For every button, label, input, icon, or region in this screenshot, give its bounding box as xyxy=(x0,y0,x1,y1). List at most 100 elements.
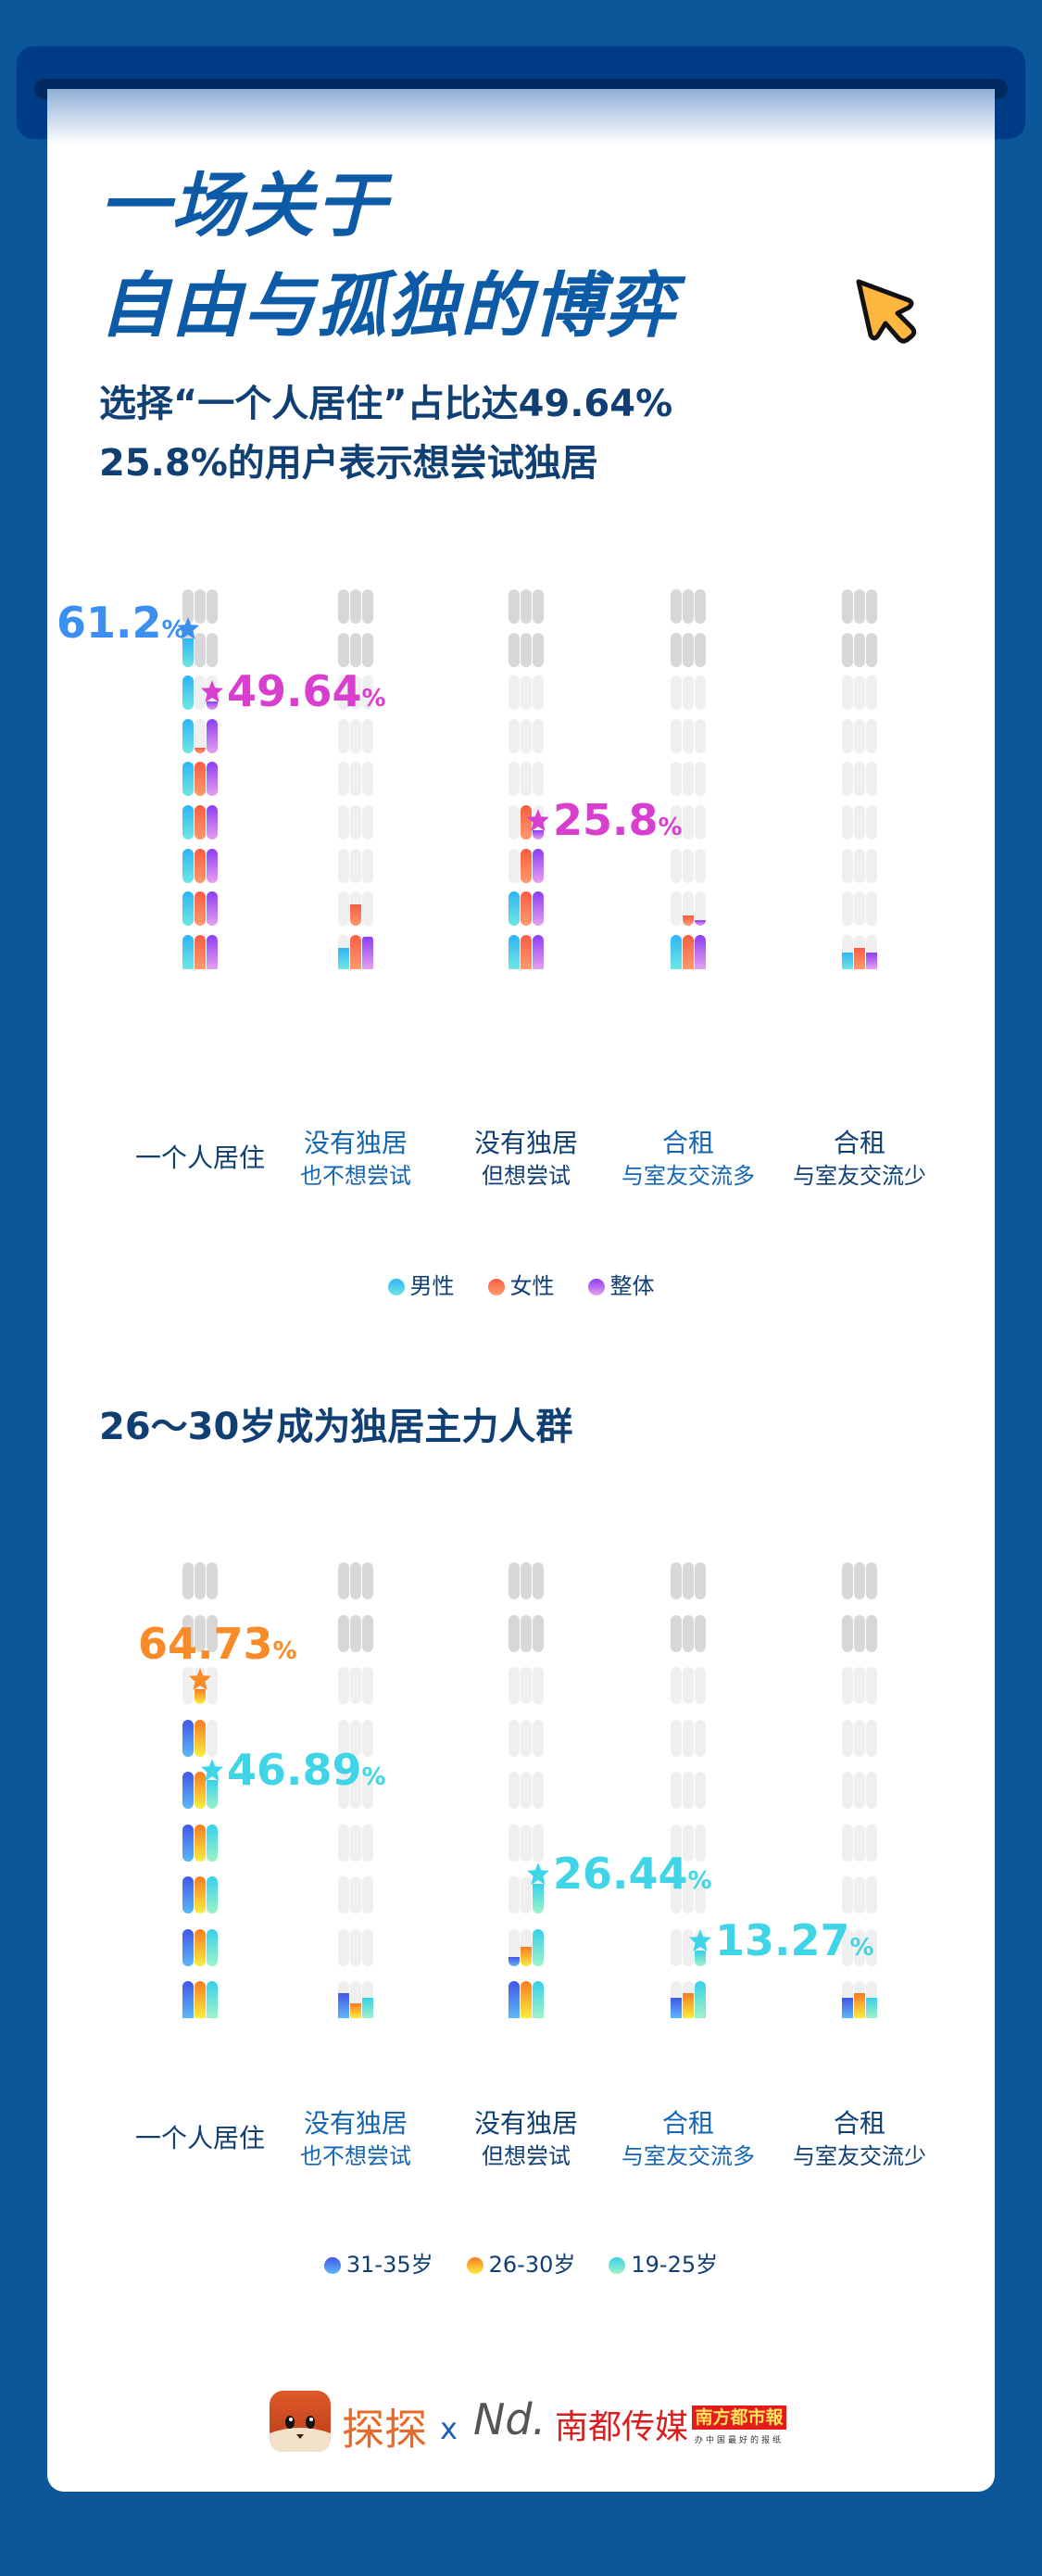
bar-segment xyxy=(695,1772,706,1809)
bar-segment xyxy=(854,762,865,797)
bar-segment xyxy=(683,1667,694,1704)
chart-column xyxy=(842,1562,877,2018)
bar-segment xyxy=(695,589,706,624)
bar-segment xyxy=(854,1876,865,1913)
bar-segment xyxy=(207,1928,218,1966)
bar-segment xyxy=(854,1667,865,1704)
bar-segment xyxy=(521,1772,532,1809)
bar-segment xyxy=(854,805,865,840)
bar-segment xyxy=(195,1719,206,1757)
legend-item: 女性 xyxy=(487,1268,555,1300)
bar-segment xyxy=(533,1562,544,1599)
bar-segment xyxy=(182,676,194,711)
bar-segment xyxy=(338,1772,349,1809)
bar-segment xyxy=(683,1614,694,1652)
bar-segment xyxy=(350,1719,361,1757)
bar-segment xyxy=(521,589,532,624)
bar-segment xyxy=(683,762,694,797)
card-shadow xyxy=(47,89,995,145)
bar-segment xyxy=(683,1824,694,1862)
category-label: 没有独居 也不想尝试 xyxy=(300,2108,411,2170)
bar-segment xyxy=(842,1981,853,2018)
bar-segment xyxy=(508,848,520,883)
bar-segment xyxy=(671,1614,682,1652)
bar-segment xyxy=(508,1562,520,1599)
chart-column xyxy=(182,589,218,969)
bar-segment xyxy=(695,1824,706,1862)
bar-segment xyxy=(695,1981,706,2018)
bar-segment xyxy=(182,1928,194,1966)
bar-segment xyxy=(362,934,373,969)
bar-segment xyxy=(338,934,349,969)
bar-segment xyxy=(350,1667,361,1704)
bar-segment xyxy=(362,589,373,624)
bar-segment xyxy=(508,632,520,667)
legend-item: 19-25岁 xyxy=(609,2246,718,2279)
bar-segment xyxy=(842,1824,853,1862)
bar-segment xyxy=(508,934,520,969)
bar-segment xyxy=(842,934,853,969)
footer-logos: 探探 x Nd. 南都传媒 南方都市報 办中国最好的报纸 xyxy=(47,2385,995,2459)
bar-segment xyxy=(671,1824,682,1862)
bar-segment xyxy=(854,891,865,927)
bar-segment xyxy=(671,1772,682,1809)
bar-segment xyxy=(866,805,877,840)
bar-segment xyxy=(350,1614,361,1652)
bar-segment xyxy=(533,762,544,797)
legend-item: 31-35岁 xyxy=(323,2246,433,2279)
bar-segment xyxy=(338,1562,349,1599)
bar-segment xyxy=(338,1667,349,1704)
bar-segment xyxy=(866,1667,877,1704)
bar-segment xyxy=(866,718,877,753)
value-annotation: 64.73% xyxy=(138,1618,297,1669)
bar-segment xyxy=(683,805,694,840)
bar-segment xyxy=(182,1719,194,1757)
star-marker-icon xyxy=(527,1863,549,1885)
star-marker-icon xyxy=(201,1758,223,1781)
bar-segment xyxy=(195,589,206,624)
bar-segment xyxy=(207,805,218,840)
legend-item: 整体 xyxy=(587,1268,655,1300)
bar-segment xyxy=(671,1928,682,1966)
bar-segment xyxy=(350,676,361,711)
bar-segment xyxy=(671,848,682,883)
bar-segment xyxy=(362,1824,373,1862)
bar-segment xyxy=(671,1876,682,1913)
bar-segment xyxy=(842,676,853,711)
bar-segment xyxy=(362,1981,373,2018)
bar-segment xyxy=(362,1876,373,1913)
bar-segment xyxy=(842,718,853,753)
bar-segment xyxy=(338,1928,349,1966)
star-marker-icon xyxy=(689,1929,711,1952)
bar-segment xyxy=(362,891,373,927)
star-marker-icon xyxy=(189,1668,211,1690)
bar-segment xyxy=(207,718,218,753)
bar-segment xyxy=(854,1562,865,1599)
bar-segment xyxy=(521,934,532,969)
bar-segment xyxy=(207,934,218,969)
bar-segment xyxy=(338,891,349,927)
bar-segment xyxy=(350,762,361,797)
bar-segment xyxy=(195,676,206,711)
bar-segment xyxy=(338,848,349,883)
nd-logo-mark: Nd. xyxy=(473,2394,546,2444)
bar-segment xyxy=(842,1876,853,1913)
bar-segment xyxy=(695,718,706,753)
bar-segment xyxy=(182,1772,194,1809)
bar-segment xyxy=(866,1772,877,1809)
bar-segment xyxy=(508,1928,520,1966)
bar-segment xyxy=(182,1876,194,1913)
bar-segment xyxy=(521,848,532,883)
bar-segment xyxy=(362,805,373,840)
bar-segment xyxy=(350,1981,361,2018)
bar-segment xyxy=(182,891,194,927)
bar-segment xyxy=(842,1719,853,1757)
gender-bar-chart: 61.2% 49.64% 25.8% xyxy=(47,589,995,1108)
bar-segment xyxy=(533,1667,544,1704)
bar-segment xyxy=(854,589,865,624)
bar-segment xyxy=(695,934,706,969)
bar-segment xyxy=(683,1981,694,2018)
bar-segment xyxy=(521,1719,532,1757)
bar-segment xyxy=(842,1614,853,1652)
bar-segment xyxy=(854,1772,865,1809)
